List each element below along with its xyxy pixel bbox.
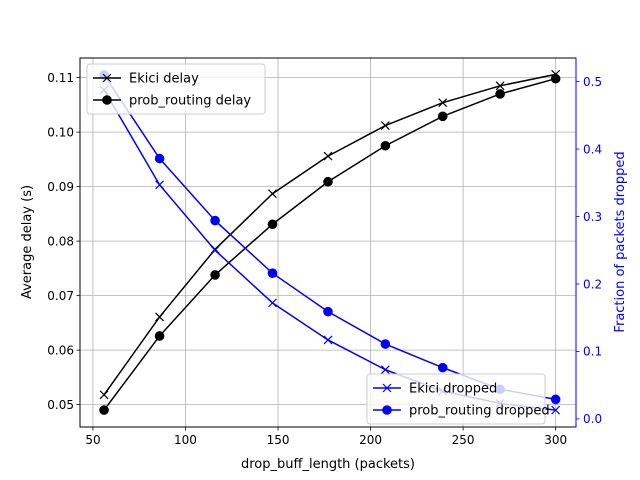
left-y-tick-label: 0.07 <box>47 289 74 303</box>
series-prob-routing-delay <box>99 73 561 415</box>
data-point <box>495 81 505 91</box>
right-y-tick-label: 0.0 <box>583 412 602 426</box>
left-y-tick-label: 0.09 <box>47 180 74 194</box>
right-y-tick-label: 0.1 <box>583 345 602 359</box>
x-tick-label: 200 <box>359 433 382 447</box>
data-point <box>438 98 448 108</box>
data-point <box>323 176 333 187</box>
data-point <box>99 405 109 415</box>
data-point <box>267 219 278 230</box>
data-point <box>551 405 561 415</box>
x-tick-label: 150 <box>267 433 290 447</box>
data-point <box>154 331 165 341</box>
x-tick-label: 50 <box>85 433 100 447</box>
left-y-tick-label: 0.05 <box>47 398 74 412</box>
x-tick-label: 250 <box>452 433 475 447</box>
right-y-tick-label: 0.5 <box>583 75 602 89</box>
data-point <box>267 268 278 278</box>
right-y-tick-label: 0.2 <box>583 277 602 291</box>
data-point <box>437 362 448 373</box>
data-point <box>323 335 333 345</box>
legend-label: prob_routing delay <box>129 94 251 109</box>
data-point <box>380 339 391 349</box>
data-point <box>323 306 333 317</box>
legend-label: prob_routing dropped <box>409 404 550 419</box>
grid <box>80 58 576 427</box>
legend-box <box>366 373 546 425</box>
left-y-tick-label: 0.08 <box>47 234 74 248</box>
legend-label: Ekici dropped <box>409 382 497 397</box>
data-point <box>550 394 561 405</box>
legend-box <box>86 63 266 115</box>
left-y-axis-label: Average delay (s) <box>20 185 35 299</box>
legend-delay: Ekici delay prob_routing delay <box>86 63 266 115</box>
right-y-tick-label: 0.3 <box>583 210 602 224</box>
data-point <box>99 390 109 400</box>
data-point <box>437 111 448 122</box>
data-point <box>210 245 220 255</box>
x-tick-label: 100 <box>174 433 197 447</box>
data-point <box>550 73 561 84</box>
legend-dropped: Ekici dropped prob_routing dropped <box>366 373 550 425</box>
data-point <box>268 298 277 308</box>
data-point <box>154 153 165 164</box>
axes: 50 100 150 200 250 300 0.05 0.06 0.07 0.08 0.09 0.1… <box>47 58 602 447</box>
legend-marker <box>382 383 392 393</box>
data-point <box>380 140 391 151</box>
legend-label: Ekici delay <box>129 72 199 87</box>
left-y-tick-label: 0.06 <box>47 343 74 357</box>
legend-marker <box>102 73 112 83</box>
data-point <box>155 180 165 190</box>
data-point <box>380 121 390 131</box>
x-axis-label: drop_buff_length (packets) <box>241 457 415 472</box>
data-point <box>210 215 220 226</box>
data-point <box>155 312 165 322</box>
data-point <box>210 270 220 280</box>
data-point <box>323 151 333 161</box>
legend-marker <box>102 95 112 105</box>
left-y-tick-label: 0.10 <box>47 125 74 139</box>
data-point <box>495 89 505 99</box>
x-tick-label: 300 <box>544 433 567 447</box>
right-y-tick-label: 0.4 <box>583 142 602 156</box>
right-y-axis-label: Fraction of packets dropped <box>613 151 628 332</box>
data-point <box>380 365 390 375</box>
legend-marker <box>382 405 392 415</box>
data-point <box>268 189 277 199</box>
left-y-tick-label: 0.11 <box>47 71 74 85</box>
